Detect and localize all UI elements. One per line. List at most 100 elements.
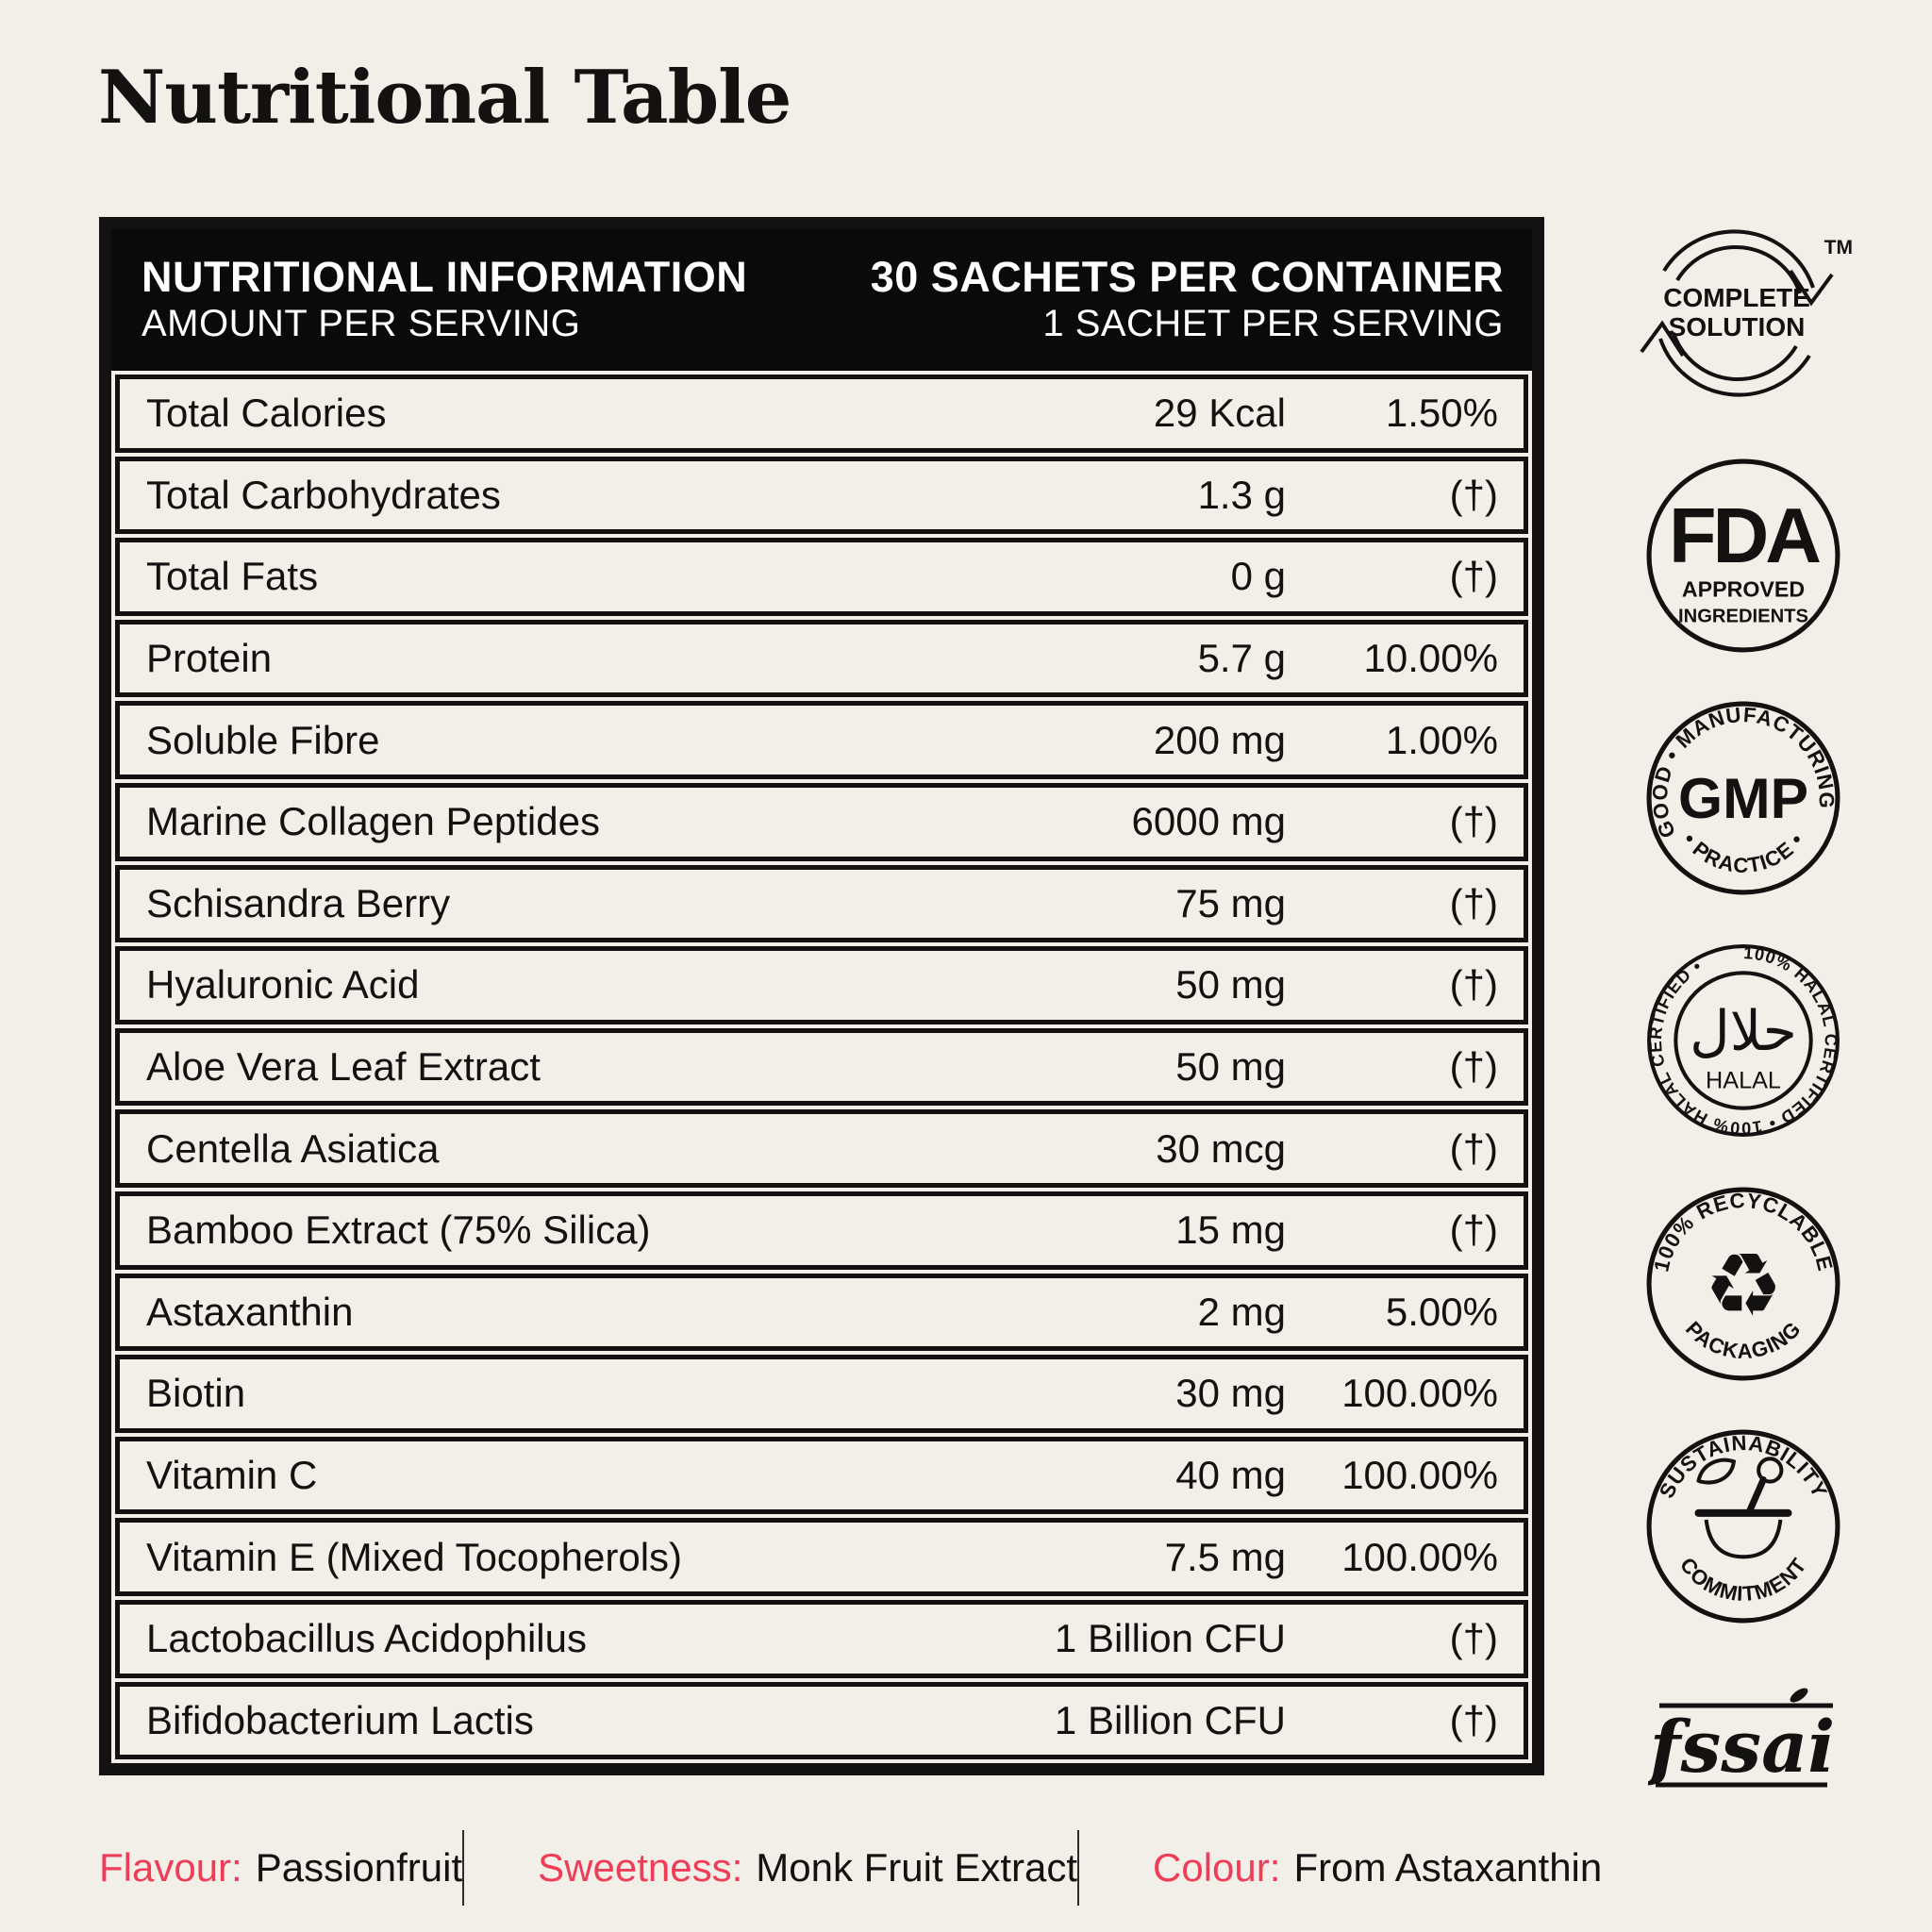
row-amount: 1 Billion CFU [1054,1697,1286,1742]
circular-arrows-icon: COMPLETE SOLUTION TM [1640,229,1853,397]
badge-fssai: fssai [1648,1687,1848,1800]
row-nutrient-name: Lactobacillus Acidophilus [146,1616,587,1661]
table-row: Total Calories 29 Kcal 1.50% [115,375,1528,453]
row-nutrient-name: Bamboo Extract (75% Silica) [146,1208,651,1253]
table-row: Bifidobacterium Lactis 1 Billion CFU (†) [115,1681,1528,1760]
row-nutrient-name: Schisandra Berry [146,880,451,925]
row-daily-value: (†) [1449,799,1498,844]
row-daily-value: 1.00% [1385,717,1498,762]
halal-arabic-script: حلال [1690,999,1797,1063]
row-nutrient-name: Centella Asiatica [146,1125,440,1171]
mortar-pestle-icon [1694,1457,1792,1559]
badge-halal: 100% HALAL CERTIFIED • 100% HALAL CERTIF… [1643,941,1843,1141]
sweetness-label: Sweetness: [538,1845,743,1890]
row-daily-value: (†) [1449,962,1498,1008]
gmp-icon: GOOD • MANUFACTURING • PRACTICE • GMP [1646,701,1840,895]
table-row: Total Fats 0 g (†) [115,538,1528,616]
row-amount: 2 mg [1197,1289,1286,1334]
row-amount: 50 mg [1175,1044,1286,1090]
row-amount: 50 mg [1175,962,1286,1008]
colour-label: Colour: [1153,1845,1281,1890]
row-daily-value: (†) [1449,1616,1498,1661]
table-row: Protein 5.7 g 10.00% [115,619,1528,698]
sustainability-arc-bottom: COMMITMENT [1675,1553,1810,1606]
row-nutrient-name: Protein [146,636,273,681]
flavour-label: Flavour: [99,1845,242,1890]
footer-sweetness: Sweetness: Monk Fruit Extract [464,1845,1077,1890]
row-daily-value: 100.00% [1341,1453,1498,1498]
row-nutrient-name: Hyaluronic Acid [146,962,420,1008]
table-row: Biotin 30 mg 100.00% [115,1355,1528,1433]
row-daily-value: (†) [1449,880,1498,925]
fda-approved-label: APPROVED [1682,576,1805,601]
recycle-icon: ♻ [1704,1234,1782,1336]
fda-ingredients-label: INGREDIENTS [1678,607,1808,627]
footer-colour: Colour: From Astaxanthin [1079,1845,1602,1890]
table-row: Marine Collagen Peptides 6000 mg (†) [115,782,1528,861]
row-nutrient-name: Bifidobacterium Lactis [146,1697,534,1742]
fssai-leaf-icon [1790,1688,1808,1703]
row-nutrient-name: Aloe Vera Leaf Extract [146,1044,541,1090]
row-amount: 29 Kcal [1153,391,1286,436]
header-sachets-per-container: 30 SACHETS PER CONTAINER [870,253,1504,301]
footer-info-bar: Flavour: Passionfruit Sweetness: Monk Fr… [99,1830,1602,1906]
row-amount: 15 mg [1175,1208,1286,1253]
table-row: Centella Asiatica 30 mcg (†) [115,1109,1528,1188]
complete-label: COMPLETE [1663,283,1810,312]
svg-text:• PRACTICE •: • PRACTICE • [1678,828,1809,877]
row-amount: 0 g [1230,554,1286,599]
row-nutrient-name: Biotin [146,1371,246,1416]
badge-sustainability: SUSTAINABILITY COMMITMENT [1643,1426,1843,1626]
table-row: Soluble Fibre 200 mg 1.00% [115,701,1528,779]
halal-certified-icon: 100% HALAL CERTIFIED • 100% HALAL CERTIF… [1646,943,1840,1138]
row-daily-value: 10.00% [1363,636,1498,681]
row-daily-value: (†) [1449,554,1498,599]
row-amount: 75 mg [1175,880,1286,925]
row-amount: 30 mcg [1156,1125,1286,1171]
fda-logo: FDA [1669,491,1820,579]
table-row: Hyaluronic Acid 50 mg (†) [115,946,1528,1024]
row-daily-value: 1.50% [1385,391,1498,436]
badge-complete-solution: COMPLETE SOLUTION TM [1638,212,1855,412]
row-amount: 6000 mg [1131,799,1286,844]
table-header-right: 30 SACHETS PER CONTAINER 1 SACHET PER SE… [871,253,1504,345]
fda-approved-icon: FDA APPROVED INGREDIENTS [1646,458,1840,653]
nutrition-table: NUTRITIONAL INFORMATION AMOUNT PER SERVI… [99,217,1544,1775]
fssai-text: fssai [1648,1705,1835,1789]
row-daily-value: (†) [1449,472,1498,517]
row-nutrient-name: Total Carbohydrates [146,472,501,517]
row-nutrient-name: Total Calories [146,391,387,436]
table-row: Astaxanthin 2 mg 5.00% [115,1273,1528,1352]
row-amount: 200 mg [1153,717,1286,762]
row-daily-value: 100.00% [1341,1371,1498,1416]
sustainability-commitment-icon: SUSTAINABILITY COMMITMENT [1646,1429,1840,1624]
row-nutrient-name: Marine Collagen Peptides [146,799,600,844]
gmp-label: GMP [1678,766,1808,830]
row-nutrient-name: Vitamin E (Mixed Tocopherols) [146,1534,683,1579]
table-row: Aloe Vera Leaf Extract 50 mg (†) [115,1027,1528,1107]
badge-fda-approved: FDA APPROVED INGREDIENTS [1643,456,1843,656]
row-daily-value: 5.00% [1385,1289,1498,1334]
page-title: Nutritional Table [98,55,791,141]
table-header: NUTRITIONAL INFORMATION AMOUNT PER SERVI… [111,229,1532,371]
trademark-label: TM [1824,237,1853,258]
header-amount-per-serving: AMOUNT PER SERVING [142,303,581,344]
footer-flavour: Flavour: Passionfruit [99,1845,462,1890]
svg-text:SUSTAINABILITY: SUSTAINABILITY [1655,1431,1832,1502]
table-row: Bamboo Extract (75% Silica) 15 mg (†) [115,1191,1528,1270]
badge-gmp: GOOD • MANUFACTURING • PRACTICE • GMP [1643,698,1843,898]
row-nutrient-name: Vitamin C [146,1453,318,1498]
row-daily-value: (†) [1449,1208,1498,1253]
colour-value: From Astaxanthin [1293,1845,1603,1890]
recyclable-packaging-icon: 100% RECYCLABLE PACKAGING ♻ [1646,1187,1840,1381]
row-daily-value: (†) [1449,1697,1498,1742]
row-nutrient-name: Total Fats [146,554,319,599]
row-amount: 7.5 mg [1164,1534,1286,1579]
table-header-left: NUTRITIONAL INFORMATION AMOUNT PER SERVI… [142,253,747,345]
solution-label: SOLUTION [1669,312,1806,341]
flavour-value: Passionfruit [255,1845,463,1890]
footer-divider [1077,1830,1080,1906]
footer-divider [462,1830,465,1906]
header-nutritional-information: NUTRITIONAL INFORMATION [142,253,748,301]
